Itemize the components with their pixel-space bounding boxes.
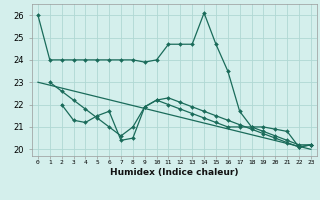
X-axis label: Humidex (Indice chaleur): Humidex (Indice chaleur) (110, 168, 239, 177)
